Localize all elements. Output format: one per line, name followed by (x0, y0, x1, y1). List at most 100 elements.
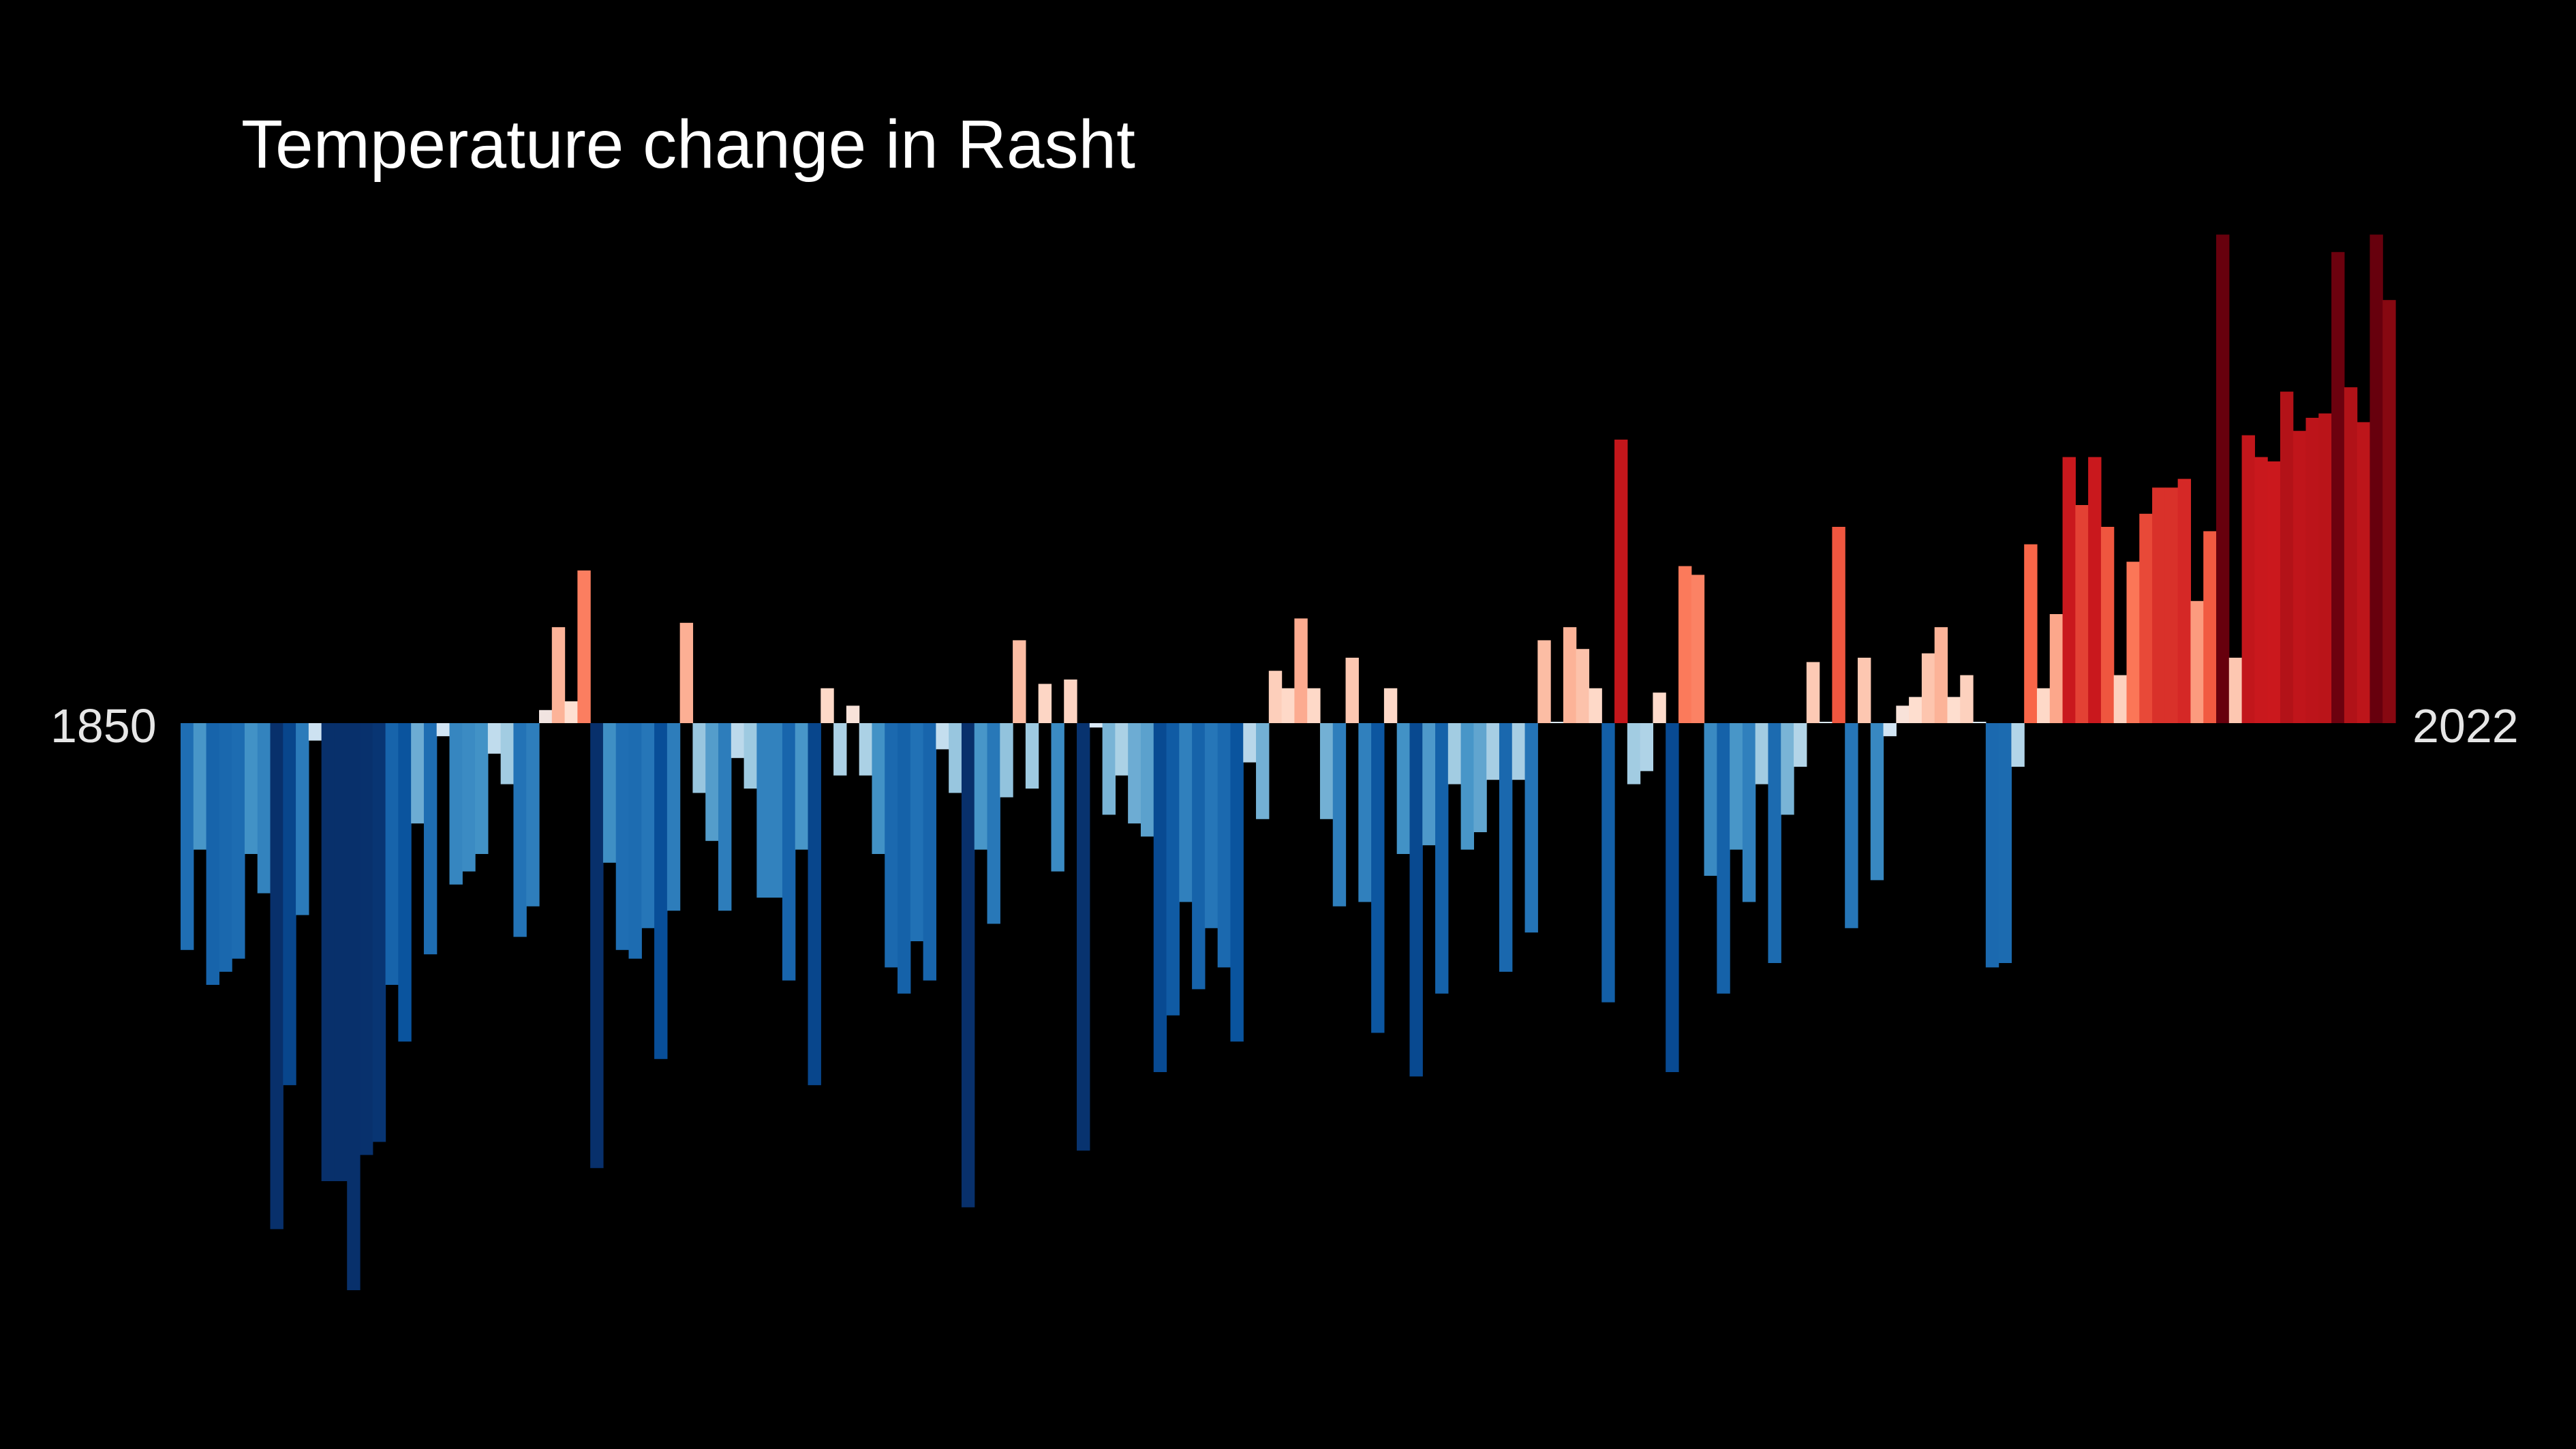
bar-1988 (1947, 697, 1961, 723)
bar-1902 (846, 705, 860, 723)
bar-1983 (1883, 723, 1897, 737)
bar-1912 (974, 723, 988, 850)
bar-1962 (1614, 440, 1628, 723)
bar-1964 (1640, 723, 1654, 772)
bar-1915 (1013, 640, 1026, 723)
bar-1937 (1294, 618, 1308, 723)
bar-1998 (2075, 505, 2089, 723)
bar-1979 (1832, 527, 1845, 723)
bar-1866 (385, 723, 399, 985)
bar-2020 (2357, 422, 2371, 723)
bar-1853 (219, 723, 232, 972)
bar-1919 (1064, 680, 1077, 723)
bar-1985 (1909, 697, 1922, 723)
bar-1909 (936, 723, 949, 750)
bar-1874 (487, 723, 502, 754)
bar-1974 (1768, 723, 1781, 963)
bar-1864 (360, 723, 373, 1155)
bar-1898 (795, 723, 809, 850)
bar-2011 (2241, 435, 2255, 723)
bar-1894 (743, 723, 757, 789)
bar-1860 (308, 723, 322, 741)
chart-title: Temperature change in Rasht (241, 106, 1135, 183)
bar-1892 (718, 723, 732, 911)
bar-1978 (1819, 722, 1833, 723)
bar-1992 (1998, 723, 2012, 963)
bar-1926 (1153, 723, 1167, 1072)
bar-2003 (2139, 513, 2153, 723)
bar-1929 (1192, 723, 1206, 990)
bar-1949 (1447, 723, 1462, 784)
bar-1903 (859, 723, 873, 776)
bar-1940 (1332, 723, 1347, 906)
bar-1924 (1128, 723, 1141, 824)
bar-1872 (462, 723, 476, 872)
bar-1920 (1077, 723, 1090, 1151)
bar-1878 (539, 710, 553, 723)
bar-1959 (1576, 649, 1590, 723)
bar-1969 (1704, 723, 1717, 876)
bar-2013 (2267, 461, 2281, 723)
bar-1861 (321, 723, 335, 1181)
bar-1869 (423, 723, 438, 955)
bar-1975 (1781, 723, 1794, 815)
bar-1889 (679, 622, 694, 723)
bar-1882 (590, 723, 604, 1168)
bar-2000 (2100, 527, 2115, 723)
bar-1913 (987, 723, 1000, 924)
bar-1917 (1038, 684, 1052, 723)
bar-1945 (1396, 723, 1411, 854)
bar-1891 (705, 723, 719, 841)
bar-1890 (692, 723, 706, 793)
bar-2017 (2318, 413, 2332, 723)
bar-1981 (1857, 658, 1871, 723)
bar-1954 (1512, 723, 1526, 780)
bar-1991 (1985, 723, 1999, 968)
bar-1911 (961, 723, 975, 1208)
bar-1950 (1460, 723, 1474, 850)
bar-1862 (334, 723, 348, 1181)
bar-1932 (1230, 723, 1244, 1042)
bar-1982 (1870, 723, 1884, 881)
bar-1927 (1166, 723, 1180, 1016)
bar-1996 (2049, 614, 2064, 723)
bar-1896 (769, 723, 783, 898)
bar-1946 (1409, 723, 1423, 1077)
bar-1921 (1089, 723, 1103, 728)
bar-1993 (2011, 723, 2025, 767)
bar-1970 (1717, 723, 1730, 994)
bar-1885 (628, 723, 642, 959)
bar-1880 (564, 701, 578, 723)
bar-1855 (244, 723, 258, 854)
bar-1907 (910, 723, 924, 941)
bar-1995 (2036, 688, 2051, 723)
bar-1918 (1051, 723, 1064, 872)
bar-2004 (2152, 487, 2166, 723)
bar-1944 (1383, 688, 1398, 723)
bar-1980 (1845, 723, 1858, 928)
bar-1905 (885, 723, 898, 968)
bar-1895 (756, 723, 770, 898)
bar-1922 (1102, 723, 1116, 815)
bar-1935 (1268, 671, 1283, 723)
bar-1923 (1115, 723, 1129, 776)
bar-1886 (641, 723, 655, 928)
bar-1960 (1589, 688, 1602, 723)
bar-1928 (1179, 723, 1193, 902)
bar-1989 (1960, 675, 1974, 723)
bar-2015 (2293, 431, 2307, 723)
bar-1888 (666, 723, 681, 911)
bar-1990 (1973, 722, 1987, 723)
bar-1859 (296, 723, 309, 915)
bar-1942 (1358, 723, 1372, 902)
bar-1925 (1140, 723, 1154, 837)
bar-1906 (898, 723, 911, 994)
bar-1976 (1794, 723, 1807, 767)
bar-1948 (1435, 723, 1449, 994)
bar-1955 (1524, 723, 1538, 933)
bar-1957 (1550, 722, 1564, 723)
bar-1879 (551, 627, 566, 723)
bar-1881 (577, 570, 591, 723)
bar-1963 (1627, 723, 1641, 784)
bar-1994 (2024, 544, 2038, 723)
